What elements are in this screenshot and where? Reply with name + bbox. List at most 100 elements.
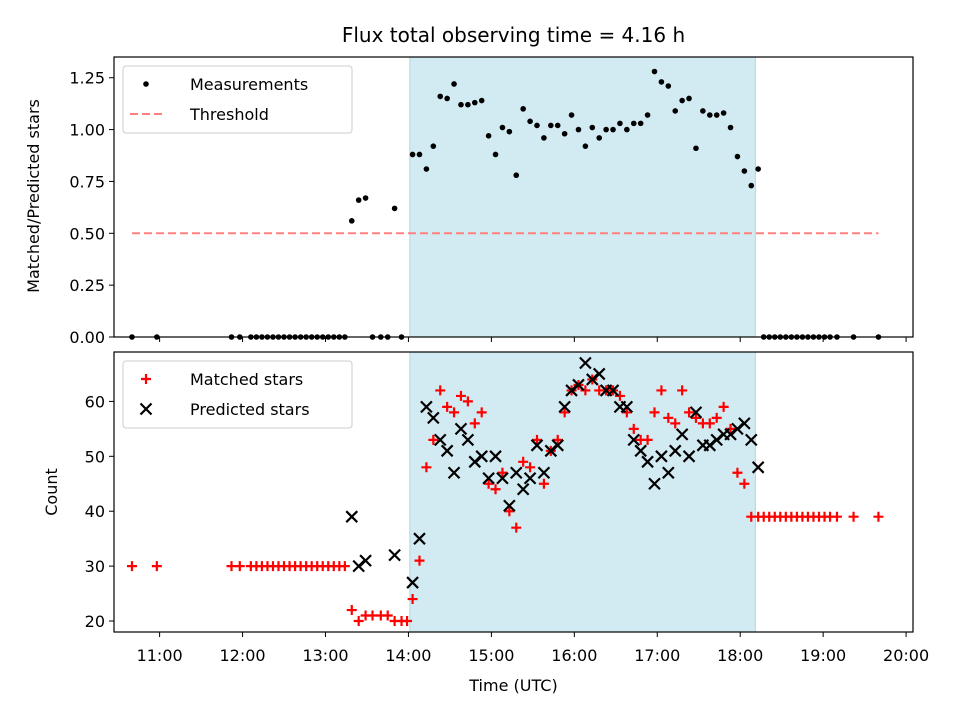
predicted-star-point (606, 384, 620, 397)
matched-star-point (873, 511, 884, 522)
legend-plus-marker (141, 374, 151, 384)
measurement-point (409, 151, 416, 158)
measurement-point (610, 126, 616, 133)
matched-star-point (690, 412, 701, 423)
predicted-star-point (413, 532, 426, 545)
matched-star-point (711, 412, 722, 423)
predicted-star-point (668, 444, 682, 458)
top-y-axis-label: Matched/Predicted stars (24, 99, 43, 293)
predicted-star-point (406, 576, 419, 589)
measurement-point (355, 197, 362, 203)
measurement-point (693, 145, 699, 152)
x-tick-label: 16:00 (551, 646, 597, 665)
bottom-panel: 20 30 40 50 60 11:00 12:00 13:00 14:00 15:00 16:00… (85, 351, 929, 665)
measurement-point (458, 101, 464, 108)
measurement-point (624, 126, 630, 133)
predicted-star-point (482, 471, 495, 485)
measurement-point (478, 97, 485, 104)
bottom-y-tick-label: 50 (85, 447, 105, 466)
measurement-point (444, 95, 450, 102)
predicted-star-point (509, 466, 523, 480)
predicted-star-point (572, 378, 585, 392)
measurement-point (506, 128, 513, 135)
measurement-point (561, 130, 568, 137)
predicted-star-point (751, 461, 765, 474)
measurement-point (362, 195, 369, 201)
matched-star-point (382, 610, 393, 621)
x-tick-label: 20:00 (883, 646, 929, 665)
matched-star-point (126, 561, 137, 572)
matched-star-point (353, 616, 364, 627)
predicted-star-point (345, 510, 359, 523)
measurement-point (658, 79, 665, 85)
matched-star-point (684, 407, 695, 418)
matched-star-point (435, 385, 446, 396)
bottom-y-tick-label: 20 (85, 612, 105, 631)
matched-star-point (718, 401, 729, 412)
x-tick-label: 14:00 (385, 646, 431, 665)
predicted-star-point (682, 450, 696, 463)
predicted-star-point (537, 466, 551, 480)
x-tick-label: 13:00 (302, 646, 348, 665)
predicted-star-point (489, 450, 502, 463)
predicted-star-point (592, 367, 606, 381)
predicted-star-point (558, 400, 571, 414)
top-y-tick-label: 0.25 (69, 276, 105, 295)
measurement-point (582, 143, 589, 149)
matched-star-point (414, 555, 425, 566)
matched-star-point (476, 407, 487, 418)
predicted-star-point (662, 466, 675, 480)
bottom-y-tick-label: 60 (85, 392, 105, 411)
predicted-star-point (689, 406, 703, 419)
legend-x-marker (139, 402, 153, 416)
measurement-point (471, 99, 478, 106)
x-tick-label: 12:00 (220, 646, 266, 665)
matched-star-point (402, 616, 413, 627)
matched-star-point (234, 561, 245, 572)
measurement-point (644, 112, 651, 118)
matched-star-point (428, 434, 439, 445)
predicted-star-point (738, 417, 751, 430)
matched-star-point (442, 401, 453, 412)
legend-label: Predicted stars (190, 400, 310, 419)
measurement-point (465, 101, 471, 108)
matched-star-point (483, 478, 494, 489)
x-tick-label: 15:00 (468, 646, 514, 665)
matched-star-point (497, 467, 508, 478)
matched-star-point (704, 418, 715, 429)
matched-star-point (732, 467, 743, 478)
bottom-y-tick-label: 40 (85, 502, 105, 521)
matched-star-point (421, 462, 432, 473)
bottom-legend-box (122, 360, 353, 429)
matched-star-point (490, 484, 501, 495)
measurement-point (499, 124, 506, 131)
matched-star-point (848, 511, 859, 522)
matched-star-point (649, 407, 660, 418)
top-y-tick-label: 0.00 (69, 328, 105, 347)
matched-star-point (532, 434, 542, 445)
predicted-star-point (388, 548, 401, 562)
measurement-point (679, 97, 685, 104)
top-legend-box (122, 65, 353, 134)
predicted-star-point (496, 471, 509, 485)
matched-star-point (614, 390, 625, 401)
matched-star-point (469, 418, 480, 429)
bottom-y-tick-label: 30 (85, 557, 105, 576)
matched-star-point (677, 385, 688, 396)
measurement-point (665, 83, 672, 89)
top-y-tick-label: 1.25 (69, 69, 105, 88)
matched-star-point (538, 478, 549, 489)
measurement-point (651, 68, 658, 75)
measurement-point (548, 122, 554, 129)
predicted-star-point (634, 444, 647, 458)
predicted-star-point (516, 482, 530, 496)
top-legend: Measurements Threshold (122, 65, 353, 134)
predicted-star-point (675, 428, 689, 441)
predicted-star-point (359, 554, 372, 567)
measurement-point (423, 166, 430, 172)
predicted-star-point (641, 455, 654, 469)
measurement-point (451, 81, 457, 87)
top-y-tick-label: 0.75 (69, 172, 105, 191)
measurement-point (554, 122, 561, 129)
